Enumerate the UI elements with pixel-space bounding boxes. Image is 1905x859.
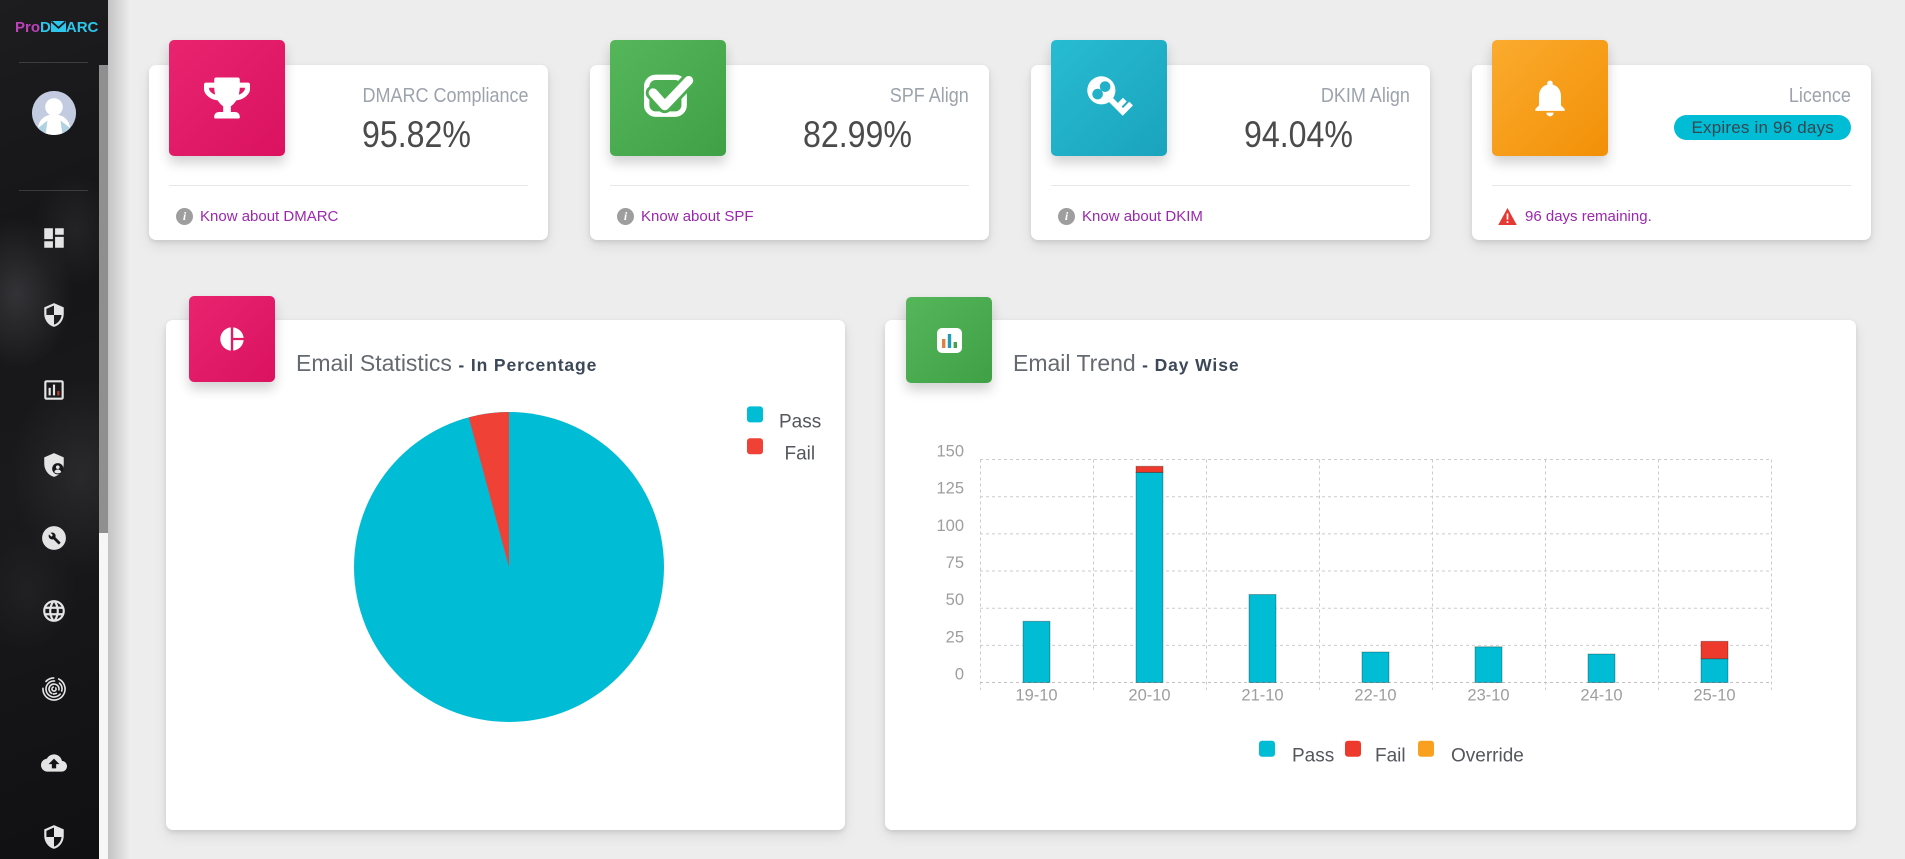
svg-text:23-10: 23-10 [1467,687,1509,705]
svg-text:100: 100 [936,517,964,535]
svg-text:Fail: Fail [1375,746,1406,767]
svg-text:25: 25 [946,628,964,646]
svg-text:Fail: Fail [785,443,816,464]
svg-text:125: 125 [936,480,964,498]
svg-text:Pass: Pass [779,412,821,433]
svg-text:50: 50 [946,591,964,609]
svg-text:25-10: 25-10 [1693,687,1735,705]
svg-text:0: 0 [955,666,964,684]
svg-text:150: 150 [936,443,964,461]
svg-text:20-10: 20-10 [1128,687,1170,705]
svg-text:21-10: 21-10 [1241,687,1283,705]
svg-text:Override: Override [1451,746,1524,767]
svg-text:19-10: 19-10 [1015,687,1057,705]
svg-text:22-10: 22-10 [1354,687,1396,705]
svg-text:24-10: 24-10 [1580,687,1622,705]
svg-text:Pass: Pass [1292,746,1334,767]
svg-text:75: 75 [946,554,964,572]
